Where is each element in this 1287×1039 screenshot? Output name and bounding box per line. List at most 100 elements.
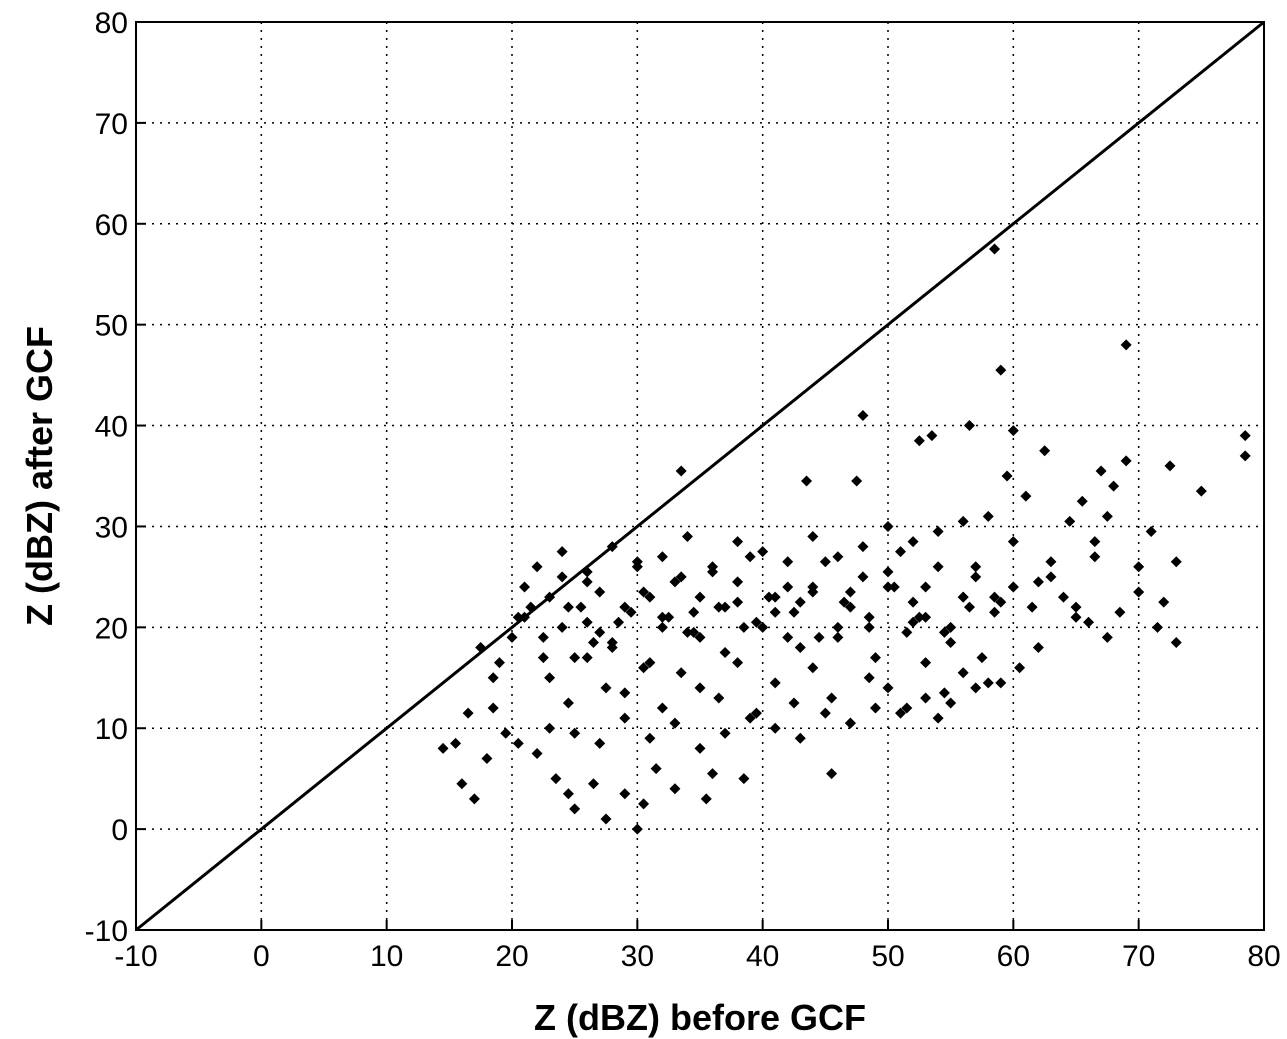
data-point <box>732 576 744 588</box>
x-tick-label: 40 <box>746 940 779 973</box>
data-point <box>707 768 719 780</box>
data-point <box>1057 591 1069 603</box>
data-point <box>1007 536 1019 548</box>
x-tick-label: 70 <box>1122 940 1155 973</box>
data-point <box>1089 551 1101 563</box>
data-point <box>938 626 950 638</box>
data-point <box>1239 430 1251 442</box>
data-point <box>757 546 769 558</box>
data-point <box>1120 339 1132 351</box>
data-point <box>707 566 719 578</box>
data-point <box>1083 616 1095 628</box>
data-point <box>581 616 593 628</box>
data-point <box>1101 510 1113 522</box>
data-point <box>788 697 800 709</box>
data-point <box>882 520 894 532</box>
data-point <box>562 788 574 800</box>
data-point <box>619 601 631 613</box>
data-point <box>638 798 650 810</box>
data-point <box>750 616 762 628</box>
x-tick-label: 60 <box>997 940 1030 973</box>
data-point <box>738 773 750 785</box>
data-point <box>569 803 581 815</box>
data-point <box>587 636 599 648</box>
data-point <box>713 601 725 613</box>
data-point <box>493 657 505 669</box>
data-point <box>587 778 599 790</box>
data-point <box>788 606 800 618</box>
data-point <box>732 536 744 548</box>
y-tick-label: 30 <box>95 511 128 544</box>
data-point <box>1239 450 1251 462</box>
data-point <box>600 682 612 694</box>
data-point <box>769 606 781 618</box>
data-point <box>606 541 618 553</box>
data-point <box>694 631 706 643</box>
data-point <box>694 682 706 694</box>
data-point <box>963 601 975 613</box>
data-point <box>901 626 913 638</box>
data-point <box>1095 465 1107 477</box>
data-point <box>669 576 681 588</box>
data-point <box>625 606 637 618</box>
data-point <box>744 551 756 563</box>
data-point <box>475 642 487 654</box>
data-point <box>738 621 750 633</box>
data-point <box>857 571 869 583</box>
data-point <box>537 631 549 643</box>
data-point <box>481 752 493 764</box>
data-point <box>562 601 574 613</box>
data-point <box>744 712 756 724</box>
data-point <box>1045 571 1057 583</box>
data-point <box>575 601 587 613</box>
data-point <box>487 672 499 684</box>
data-point <box>1076 495 1088 507</box>
data-point <box>531 747 543 759</box>
data-point <box>594 737 606 749</box>
data-point <box>594 586 606 598</box>
data-point <box>669 783 681 795</box>
plot-frame <box>135 21 1265 931</box>
data-point <box>1114 606 1126 618</box>
data-point <box>989 591 1001 603</box>
data-point <box>556 546 568 558</box>
data-point <box>826 692 838 704</box>
data-point <box>907 536 919 548</box>
data-point <box>945 621 957 633</box>
data-point <box>437 742 449 754</box>
data-point <box>989 243 1001 255</box>
x-tick-label: 0 <box>253 940 270 973</box>
data-point <box>594 626 606 638</box>
data-point <box>531 561 543 573</box>
data-point <box>713 692 725 704</box>
data-point <box>844 717 856 729</box>
data-point <box>769 677 781 689</box>
data-point <box>913 611 925 623</box>
data-point <box>1007 425 1019 437</box>
data-point <box>926 430 938 442</box>
data-point <box>945 636 957 648</box>
x-tick-labels: -10 0 10 20 30 40 50 60 70 80 <box>114 920 1281 973</box>
data-point <box>907 596 919 608</box>
data-point <box>1195 485 1207 497</box>
data-point <box>688 626 700 638</box>
data-point <box>982 677 994 689</box>
data-point <box>512 737 524 749</box>
data-point <box>681 626 693 638</box>
data-point <box>544 722 556 734</box>
data-point <box>782 631 794 643</box>
data-point <box>782 581 794 593</box>
y-tick-label: 70 <box>95 108 128 141</box>
data-point <box>450 737 462 749</box>
data-point <box>581 652 593 664</box>
data-point <box>857 409 869 421</box>
x-tick-label: 80 <box>1247 940 1280 973</box>
data-point <box>719 601 731 613</box>
data-point <box>1164 460 1176 472</box>
data-point <box>544 672 556 684</box>
data-point <box>675 571 687 583</box>
data-point <box>644 732 656 744</box>
data-point <box>819 556 831 568</box>
data-point <box>732 657 744 669</box>
